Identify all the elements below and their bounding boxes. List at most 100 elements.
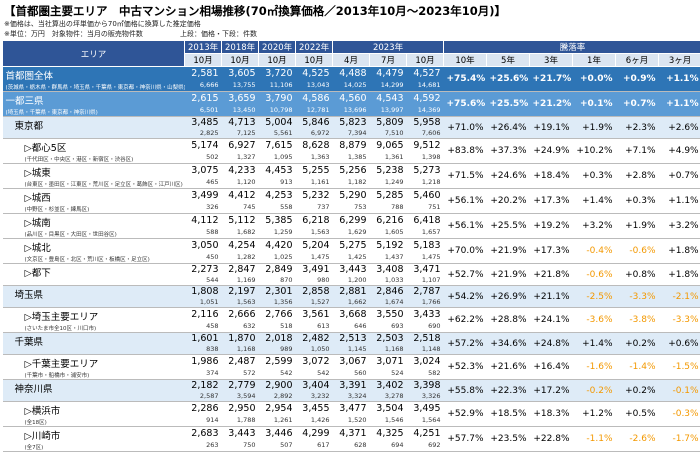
price-row: 首都圏全体(茨城県・栃木県・群馬県・埼玉県・千葉県・東京都・神奈川県・山梨県)2… [3,67,700,81]
price: 3,659 [222,92,259,106]
rate: +21.9% [487,264,530,286]
area-sub: (品川区・目黒区・大田区・世田谷区) [25,230,182,238]
count: 6,666 [185,81,222,92]
rate: +24.1% [530,308,573,333]
rate: +17.2% [530,380,573,402]
count: 980 [296,276,333,286]
price: 1,601 [185,333,222,346]
rate: +1.1% [659,92,700,117]
rate: +3.2% [573,214,616,239]
area-name: ▷埼玉主要エリア [25,312,99,323]
rate: +0.3% [616,189,659,214]
count: 3,324 [333,392,370,402]
price: 3,443 [222,427,259,441]
area-name: ▷川崎市 [25,431,61,442]
price: 2,301 [259,286,296,299]
rate: +21.1% [530,286,573,308]
count: 14,369 [407,106,444,117]
count: 745 [222,203,259,214]
note: ※単位：万円 対象物件：当月の販売物件数 [4,29,143,39]
rate: +0.7% [659,164,700,189]
rate: +56.1% [444,214,487,239]
count: 3,594 [222,392,259,402]
rate-header: 騰落率 [444,41,700,54]
count: 1,437 [370,253,407,264]
price: 5,823 [333,117,370,130]
price: 4,592 [407,92,444,106]
rate: +17.3% [530,239,573,264]
count: 588 [185,228,222,239]
price: 5,204 [296,239,333,253]
rate: +54.2% [444,286,487,308]
count: 1,120 [222,178,259,189]
count: 753 [333,203,370,214]
area-name: 首都圏全体 [6,71,54,82]
rate: +19.1% [530,117,573,139]
count: 1,363 [296,153,333,164]
rate: +21.8% [530,264,573,286]
count: 3,278 [370,392,407,402]
price: 3,024 [407,355,444,369]
count: 646 [333,322,370,333]
price: 2,858 [296,286,333,299]
price: 2,581 [185,67,222,81]
rate: -3.3% [659,308,700,333]
price: 6,218 [296,214,333,228]
count: 450 [185,253,222,264]
count: 14,025 [333,81,370,92]
count: 13,043 [296,81,333,92]
count: 1,249 [370,178,407,189]
rate: +71.0% [444,117,487,139]
price: 2,513 [333,333,370,346]
count: 1,426 [296,416,333,427]
price: 2,881 [333,286,370,299]
month-header: 10月 [185,54,222,67]
area-cell: ▷埼玉主要エリア(さいたま市全10区・川口市) [3,308,185,333]
price: 2,482 [296,333,333,346]
rate: +0.0% [573,67,616,92]
price: 2,286 [185,402,222,416]
price: 4,527 [407,67,444,81]
price: 3,491 [296,264,333,277]
count: 14,681 [407,81,444,92]
price: 2,849 [259,264,296,277]
rate: -1.6% [573,355,616,380]
area-sub: (全7区) [25,443,182,451]
rate: +28.8% [487,308,530,333]
area-cell: 首都圏全体(茨城県・栃木県・群馬県・埼玉県・千葉県・東京都・神奈川県・山梨県) [3,67,185,92]
price: 2,950 [222,402,259,416]
count: 2,892 [259,392,296,402]
price: 9,512 [407,139,444,153]
count: 13,997 [370,106,407,117]
count: 1,682 [222,228,259,239]
area-cell: 埼玉県 [3,286,185,308]
count: 1,629 [333,228,370,239]
rate: -3.8% [616,308,659,333]
count: 1,200 [333,276,370,286]
rate: +0.3% [573,164,616,189]
rate: -1.1% [573,427,616,452]
price: 5,285 [370,189,407,203]
count: 1,051 [185,298,222,308]
price: 2,787 [407,286,444,299]
count: 1,475 [407,253,444,264]
price: 4,586 [296,92,333,106]
price: 3,668 [333,308,370,322]
count: 613 [296,322,333,333]
area-name: 埼玉県 [15,290,44,301]
rate: +21.2% [530,92,573,117]
price: 3,504 [370,402,407,416]
period-header: 5年 [487,54,530,67]
price: 5,846 [296,117,333,130]
count: 751 [407,203,444,214]
count: 1,169 [222,276,259,286]
rate: +16.4% [530,355,573,380]
rate: +57.2% [444,333,487,355]
rate: -3.3% [616,286,659,308]
count: 1,546 [370,416,407,427]
count: 7,510 [370,129,407,139]
area-sub: (台東区・墨田区・江東区・荒川区・足立区・葛飾区・江戸川区) [25,180,182,188]
count: 1,527 [296,298,333,308]
